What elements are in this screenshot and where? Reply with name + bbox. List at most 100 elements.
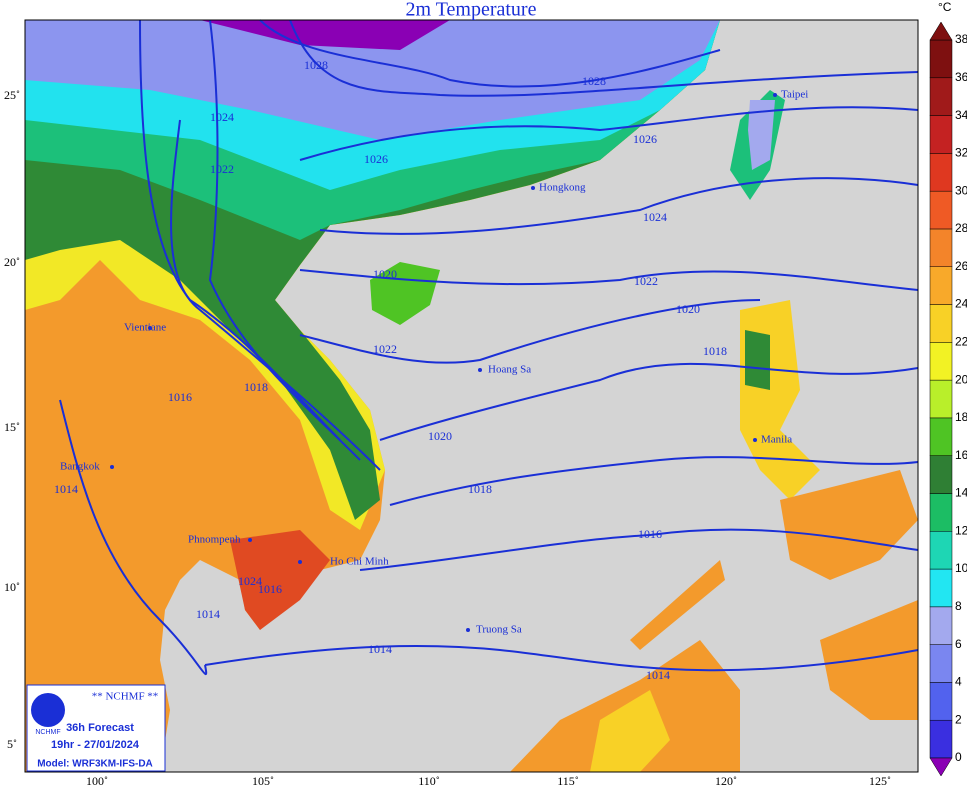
city-dot [773,93,777,97]
isobar-label: 1020 [676,302,700,316]
colorbar-label: 36 [955,70,967,84]
isobar-label: 1016 [638,527,662,541]
colorbar-label: 10 [955,561,967,575]
colorbar-label: 32 [955,146,967,160]
colorbar-label: 6 [955,637,962,651]
city-label: Hongkong [539,182,586,194]
isobar-label: 1018 [244,380,268,394]
colorbar-segment [929,266,953,305]
colorbar-label: 4 [955,675,962,689]
lon-label: 105˚ [252,774,274,788]
isobar-label: 1022 [634,274,658,288]
land-blue [25,20,720,140]
isobar-labels: 1028 1028 1026 1026 1024 1024 1022 1022 1020 1020… [54,58,727,682]
city-label: Ho Chi Minh [330,556,389,568]
time: 19hr - 27/01/2024 [51,739,140,751]
lon-label: 115˚ [557,774,579,788]
isobar-label: 1026 [633,132,657,146]
colorbar-segment [929,190,953,230]
city-dot [298,560,302,564]
cities: Taipei Hongkong Hoang Sa Manila Bangkok Phnom… [60,89,808,636]
lat-label: 20˚ [4,255,20,269]
mindanao [820,600,918,720]
colorbar-segment [929,417,953,456]
colorbar-label: 28 [955,221,967,235]
borneo-inner [590,690,670,772]
city-label: Vientiane [124,322,166,334]
colorbar-end [929,757,953,777]
colorbar-segment [929,568,953,608]
info-box: NCHMF ** NCHMF ** 36h Forecast 19hr - 27… [26,684,166,772]
isobar-label: 1016 [168,390,192,404]
city-dot [110,465,114,469]
lat-label: 25˚ [4,88,20,102]
city-label: Bangkok [60,461,100,473]
city-label: Hoang Sa [488,364,531,376]
isobar-label: 1014 [54,482,78,496]
isobar-label: 1024 [238,574,262,588]
colorbar-end [929,21,953,41]
map [25,20,918,772]
taiwan-inner [748,100,775,170]
colorbar-label: 18 [955,410,967,424]
map-frame [24,19,919,773]
isobar-label: 1026 [364,152,388,166]
colorbar-label: 0 [955,750,962,764]
city-label: Taipei [781,89,808,101]
city-dot [753,438,757,442]
colorbar-segment [929,644,953,683]
colorbar-segment [929,682,953,721]
colorbar-label: 14 [955,486,967,500]
forecast: 36h Forecast [66,722,134,734]
colorbar-segment [929,228,953,267]
isobar-label: 1028 [304,58,328,72]
colorbar-segment [929,77,953,116]
colorbar-label: 34 [955,108,967,122]
unit: °C [938,0,952,14]
isobar-label: 1022 [373,342,397,356]
isobar-label: 1024 [643,210,667,224]
city-label: Manila [761,434,792,446]
luzon-mtn [745,330,770,390]
colorbar-label: 12 [955,523,967,537]
isobar-label: 1014 [368,642,392,656]
colorbar-label: 22 [955,334,967,348]
colorbar-label: 20 [955,372,967,386]
isobar-label: 1028 [582,74,606,88]
isobar-label: 1020 [428,429,452,443]
colorbar-segment [929,342,953,381]
lat-label: 10˚ [4,580,20,594]
isobar-label: 1022 [210,162,234,176]
logo-text: NCHMF [35,729,60,736]
colorbar-segment [929,493,953,532]
city-dot [148,326,152,330]
colorbar-segment [929,606,953,645]
isobar-label: 1016 [258,582,282,596]
city-label: Phnompenh [188,534,241,546]
lat-label: 15˚ [4,420,20,434]
colorbar-segment [929,304,953,343]
colorbar-label: 24 [955,297,967,311]
isobar-label: 1018 [468,482,492,496]
isobar-label: 1014 [196,607,220,621]
colorbar-label: 8 [955,599,962,613]
colorbar-segment [929,719,953,759]
city-label: Truong Sa [476,624,522,636]
logo [31,693,65,727]
colorbar-label: 30 [955,183,967,197]
city-dot [478,368,482,372]
city-dot [466,628,470,632]
colorbar-label: 2 [955,712,962,726]
colorbar-segment [929,455,953,494]
lon-labels: 100˚ 105˚ 110˚ 115˚ 120˚ 125˚ [86,774,891,788]
colorbar-label: 38 [955,32,967,46]
colorbar-label: 26 [955,259,967,273]
colorbar-segment [929,115,953,154]
lon-label: 100˚ [86,774,108,788]
colorbar-segment [929,531,953,570]
isobar-lines [59,19,919,676]
lon-label: 110˚ [418,774,440,788]
lat-labels: 25˚ 20˚ 15˚ 10˚ 5˚ [4,88,20,751]
palawan [630,560,725,650]
